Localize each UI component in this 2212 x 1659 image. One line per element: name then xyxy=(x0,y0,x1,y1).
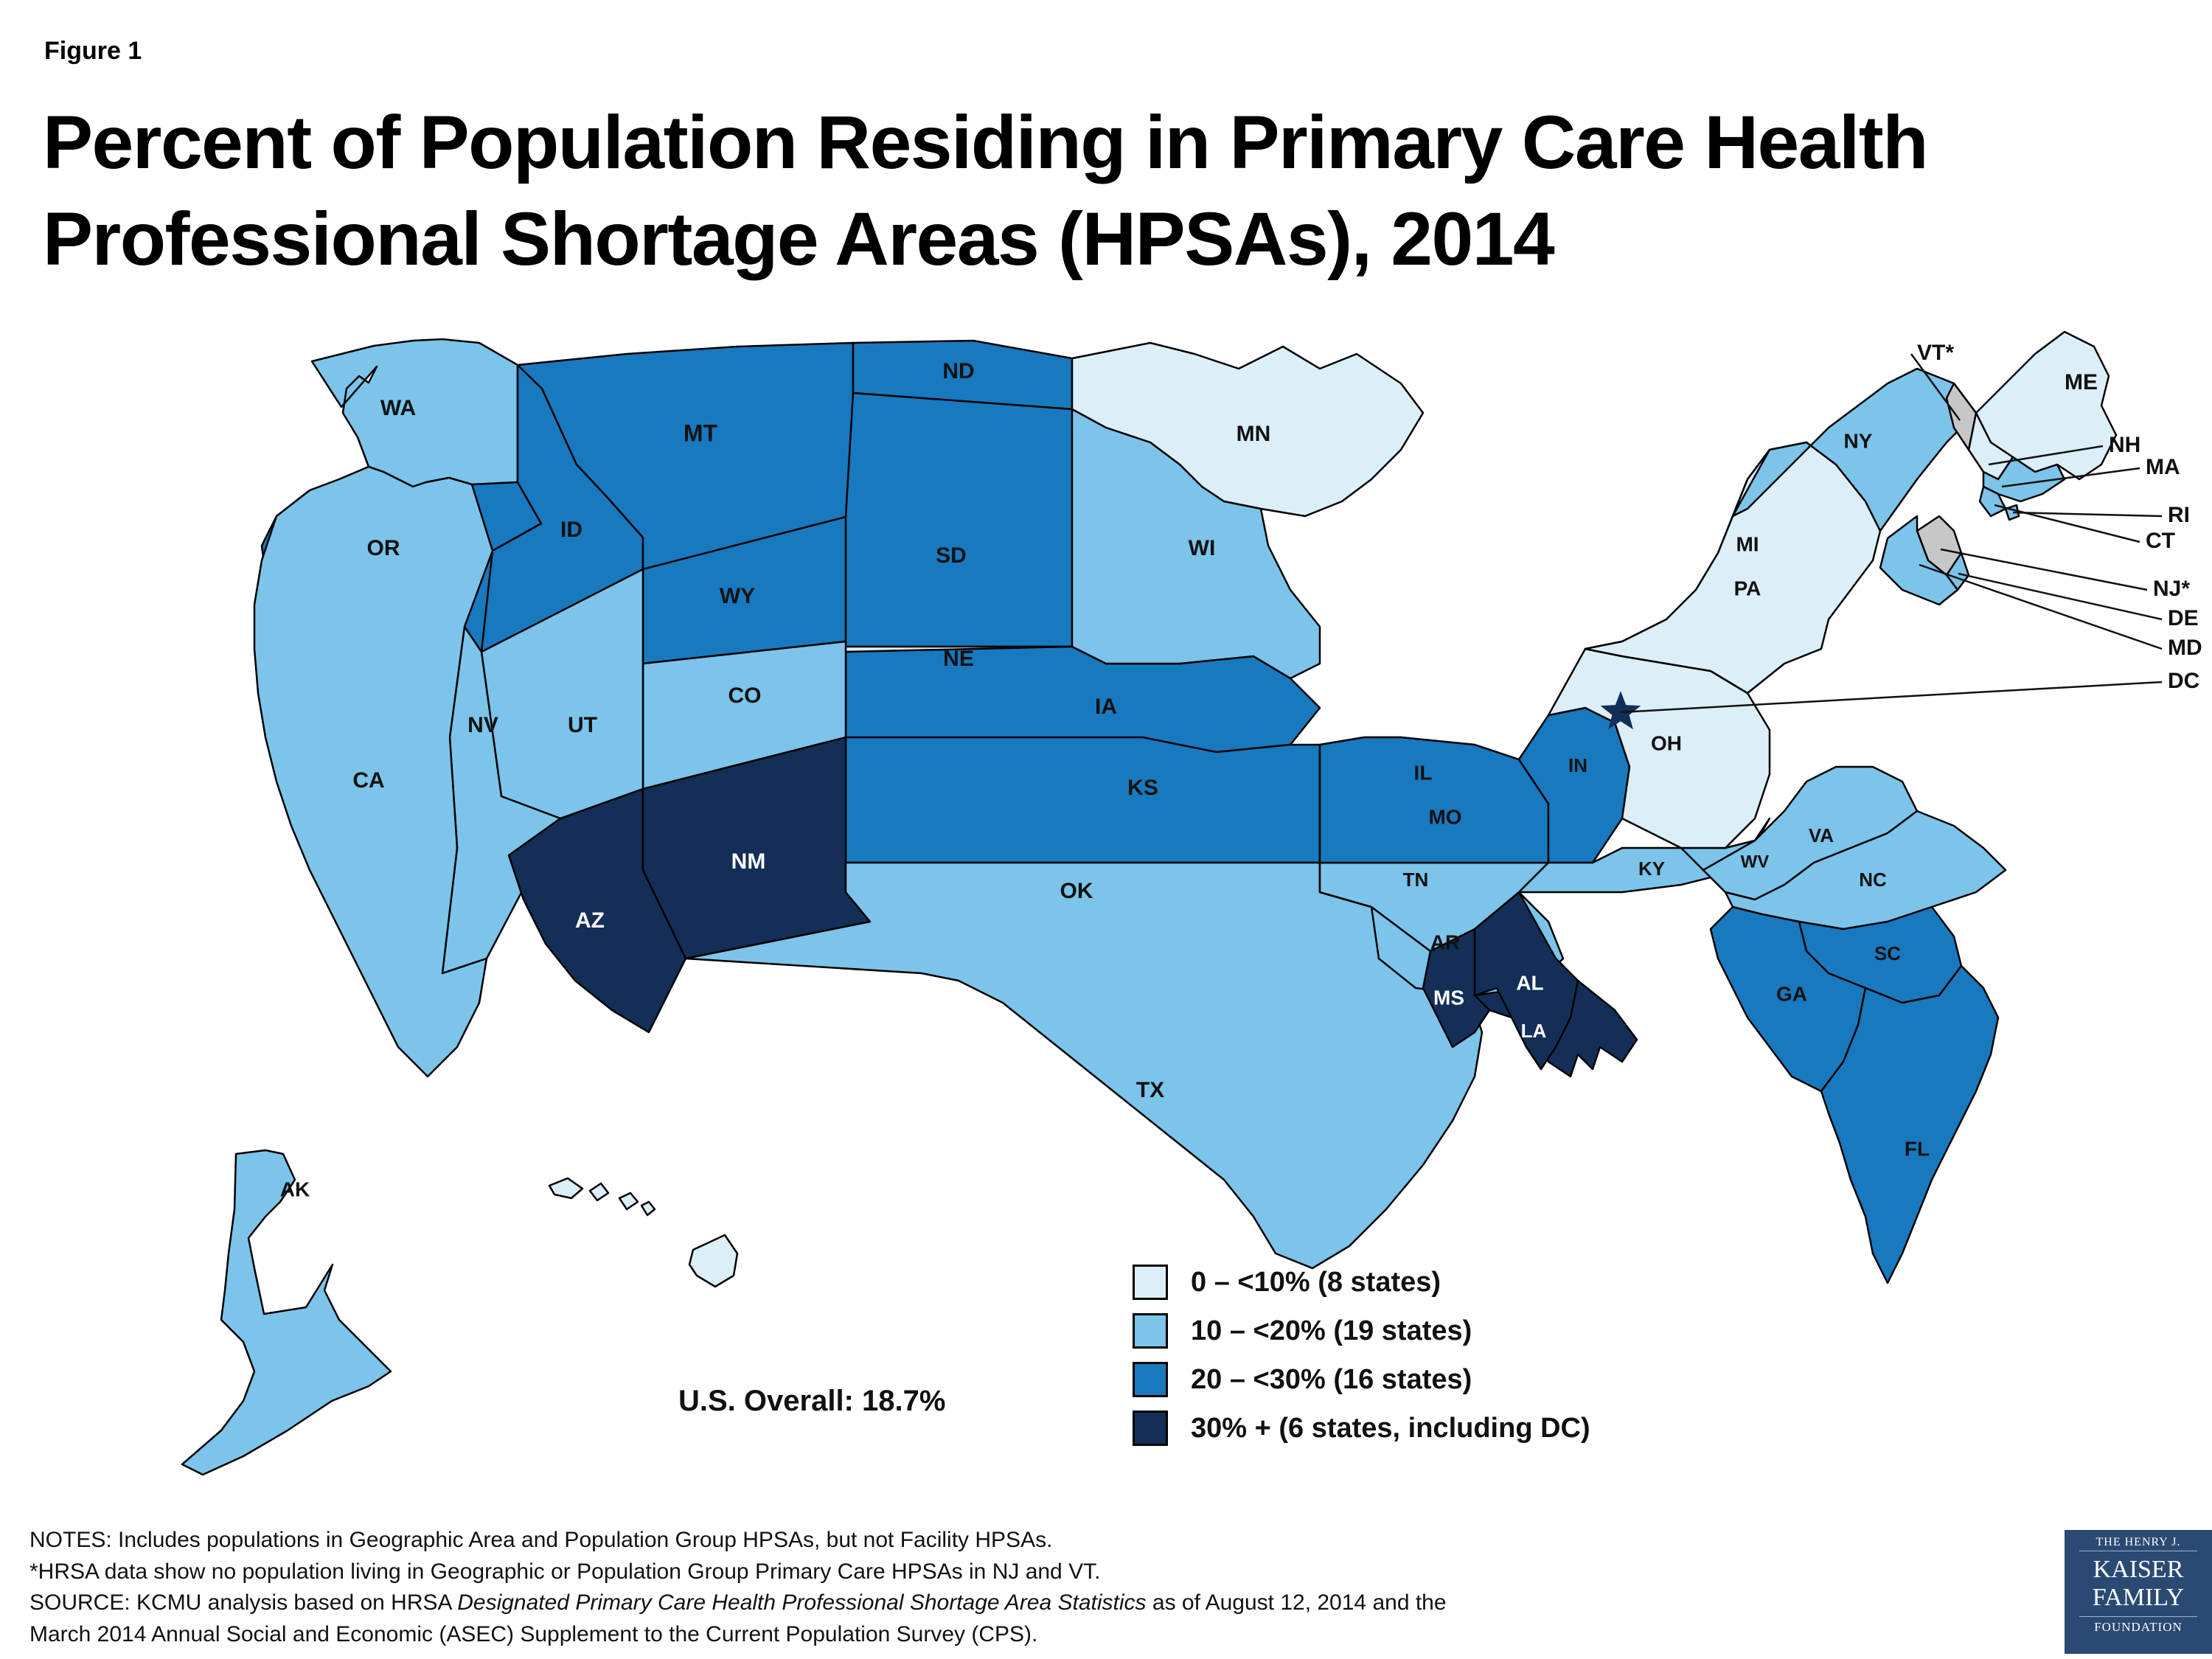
svg-text:NE: NE xyxy=(943,647,974,671)
svg-text:MS: MS xyxy=(1433,986,1464,1009)
svg-text:MN: MN xyxy=(1237,422,1271,446)
svg-text:CT: CT xyxy=(2146,529,2175,553)
svg-text:MO: MO xyxy=(1428,805,1461,828)
svg-text:GA: GA xyxy=(1776,982,1807,1005)
svg-text:TX: TX xyxy=(1136,1078,1164,1102)
svg-text:MT: MT xyxy=(684,420,718,446)
svg-text:LA: LA xyxy=(1521,1020,1547,1042)
svg-text:KS: KS xyxy=(1127,776,1158,800)
svg-text:IA: IA xyxy=(1095,695,1117,719)
svg-text:WA: WA xyxy=(380,396,416,420)
svg-text:MD: MD xyxy=(2168,636,2202,660)
svg-text:UT: UT xyxy=(568,713,597,737)
svg-text:NH: NH xyxy=(2109,433,2140,457)
svg-text:WI: WI xyxy=(1189,536,1216,560)
svg-text:OK: OK xyxy=(1060,879,1093,903)
svg-text:TN: TN xyxy=(1403,869,1429,891)
svg-text:AZ: AZ xyxy=(575,908,605,933)
svg-text:IN: IN xyxy=(1568,754,1587,776)
svg-text:AK: AK xyxy=(280,1178,310,1200)
svg-text:AR: AR xyxy=(1430,931,1460,953)
svg-text:SD: SD xyxy=(936,543,967,568)
svg-text:CA: CA xyxy=(352,768,384,793)
svg-text:PA: PA xyxy=(1734,577,1761,599)
svg-text:FL: FL xyxy=(1905,1137,1930,1160)
svg-text:MA: MA xyxy=(2146,455,2180,479)
svg-text:SC: SC xyxy=(1874,942,1901,964)
svg-text:OH: OH xyxy=(1651,731,1682,754)
svg-text:NJ*: NJ* xyxy=(2153,577,2190,601)
svg-text:NC: NC xyxy=(1859,869,1887,891)
svg-text:AL: AL xyxy=(1516,971,1543,994)
svg-text:ND: ND xyxy=(942,359,974,383)
svg-text:ID: ID xyxy=(560,518,582,542)
svg-text:DC: DC xyxy=(2168,669,2199,693)
svg-text:MI: MI xyxy=(1736,532,1759,555)
svg-text:KY: KY xyxy=(1638,858,1665,880)
svg-text:VA: VA xyxy=(1809,824,1834,846)
svg-text:WY: WY xyxy=(720,584,755,608)
svg-text:NM: NM xyxy=(731,849,766,874)
svg-text:WV: WV xyxy=(1741,852,1770,872)
svg-text:DE: DE xyxy=(2168,606,2199,630)
svg-text:IL: IL xyxy=(1414,761,1433,784)
svg-text:RI: RI xyxy=(2168,503,2190,527)
svg-text:ME: ME xyxy=(2065,370,2098,394)
svg-text:VT*: VT* xyxy=(1917,341,1954,365)
svg-text:NV: NV xyxy=(467,713,498,737)
svg-text:NY: NY xyxy=(1844,429,1873,452)
svg-text:OR: OR xyxy=(367,536,400,560)
svg-text:CO: CO xyxy=(728,684,762,708)
